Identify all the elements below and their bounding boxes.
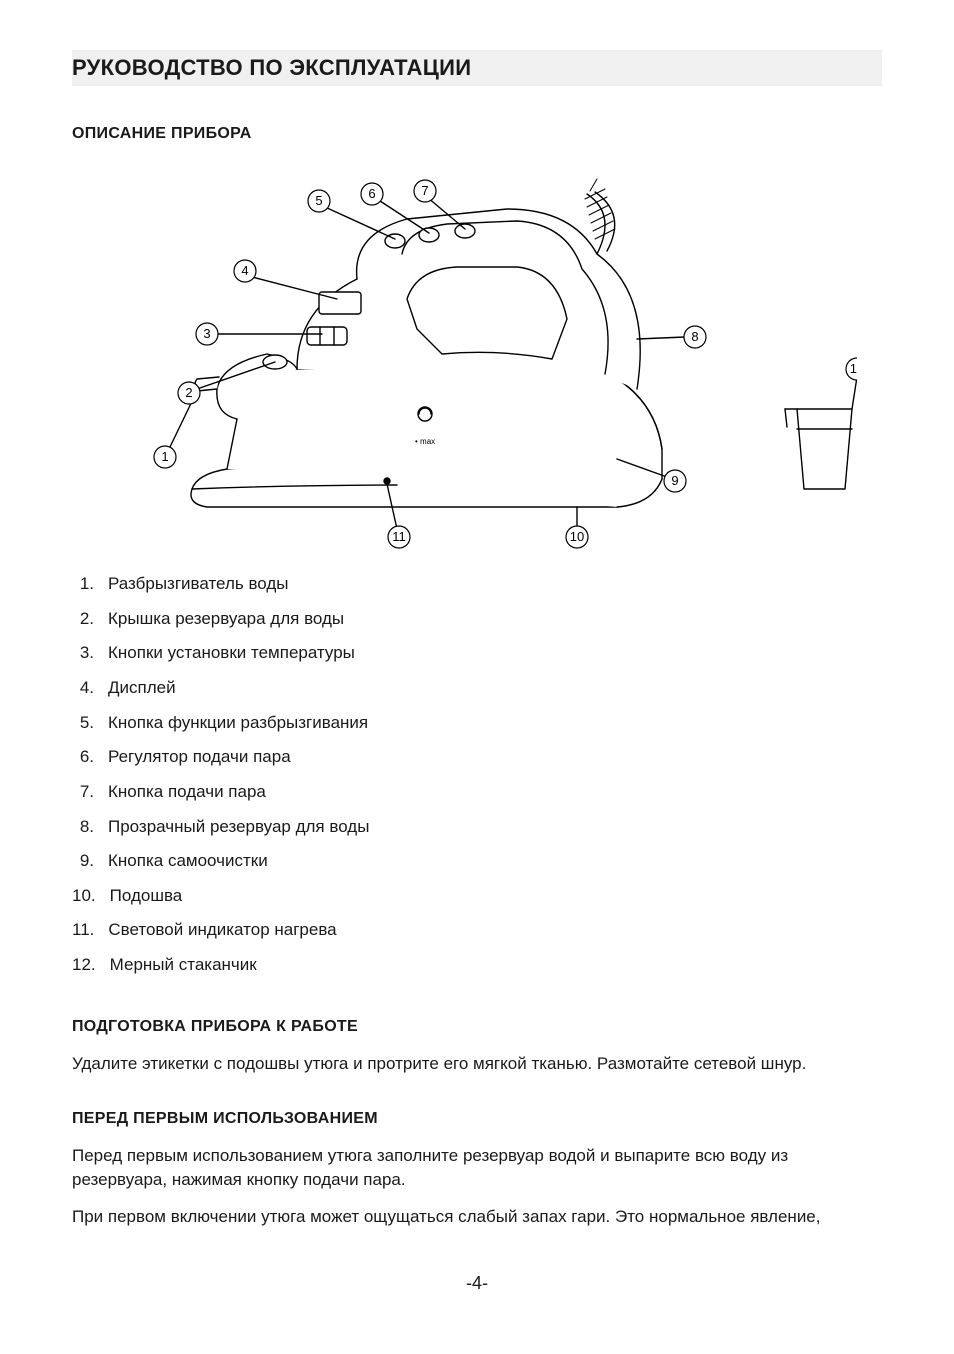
callout-11: 11 [392,529,406,544]
first-use-heading: ПЕРЕД ПЕРВЫМ ИСПОЛЬЗОВАНИЕМ [72,1107,882,1130]
list-item: 4. Дисплей [72,671,882,706]
page-number: -4- [72,1270,882,1296]
page-title: РУКОВОДСТВО ПО ЭКСПЛУАТАЦИИ [72,52,882,84]
callout-9: 9 [671,473,678,488]
callout-2: 2 [185,385,192,400]
list-label: Световой индикатор нагрева [108,918,336,943]
callout-3: 3 [203,326,210,341]
list-item: 1. Разбрызгиватель воды [72,567,882,602]
callout-4: 4 [241,263,248,278]
list-number: 8. [72,815,94,840]
list-number: 2. [72,607,94,632]
list-number: 6. [72,745,94,770]
callout-7: 7 [421,183,428,198]
list-item: 9. Кнопка самоочистки [72,844,882,879]
description-heading: ОПИСАНИЕ ПРИБОРА [72,122,882,145]
callout-10: 10 [570,529,584,544]
svg-text:• max: • max [415,437,435,446]
list-label: Кнопка самоочистки [108,849,268,874]
first-use-text-1: Перед первым использованием утюга заполн… [72,1144,882,1193]
list-number: 7. [72,780,94,805]
parts-list: 1. Разбрызгиватель воды 2. Крышка резервуа… [72,567,882,983]
list-number: 3. [72,641,94,666]
list-label: Кнопки установки температуры [108,641,355,666]
list-item: 10. Подошва [72,879,882,914]
list-number: 11. [72,918,94,943]
list-label: Подошва [110,884,183,909]
prep-heading: ПОДГОТОВКА ПРИБОРА К РАБОТЕ [72,1015,882,1038]
list-item: 3. Кнопки установки температуры [72,636,882,671]
list-number: 9. [72,849,94,874]
page-title-bar: РУКОВОДСТВО ПО ЭКСПЛУАТАЦИИ [72,50,882,86]
list-number: 5. [72,711,94,736]
first-use-text-2: При первом включении утюга может ощущать… [72,1205,882,1230]
callout-8: 8 [691,329,698,344]
list-label: Мерный стаканчик [110,953,257,978]
list-label: Разбрызгиватель воды [108,572,289,597]
list-item: 2. Крышка резервуара для воды [72,602,882,637]
list-item: 5. Кнопка функции разбрызгивания [72,706,882,741]
list-number: 10. [72,884,96,909]
list-label: Дисплей [108,676,176,701]
list-number: 12. [72,953,96,978]
callout-12: 12 [850,361,857,376]
list-label: Кнопка подачи пара [108,780,266,805]
list-label: Регулятор подачи пара [108,745,291,770]
iron-diagram: • max 1 2 3 4 [97,159,857,549]
list-item: 7. Кнопка подачи пара [72,775,882,810]
callout-1: 1 [161,449,168,464]
list-label: Прозрачный резервуар для воды [108,815,369,840]
list-number: 4. [72,676,94,701]
list-item: 8. Прозрачный резервуар для воды [72,810,882,845]
list-item: 6. Регулятор подачи пара [72,740,882,775]
list-item: 11. Световой индикатор нагрева [72,913,882,948]
callout-6: 6 [368,186,375,201]
prep-text: Удалите этикетки с подошвы утюга и протр… [72,1052,882,1077]
callout-5: 5 [315,193,322,208]
list-label: Кнопка функции разбрызгивания [108,711,368,736]
list-number: 1. [72,572,94,597]
list-item: 12. Мерный стаканчик [72,948,882,983]
list-label: Крышка резервуара для воды [108,607,344,632]
